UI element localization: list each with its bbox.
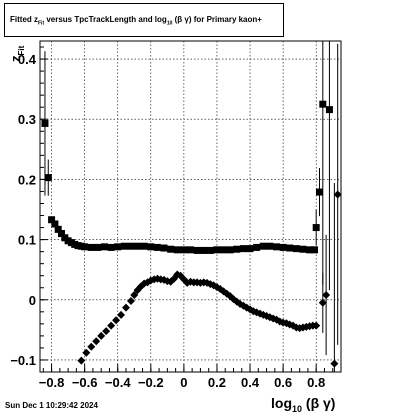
x-axis: −0.8 −0.6 −0.4 −0.2 0 0.2 0.4 0.6 0.8 (39, 364, 342, 390)
data-point (130, 290, 139, 299)
data-point (81, 243, 89, 251)
data-point (127, 242, 135, 250)
y-tick-label: 0.1 (18, 233, 36, 248)
data-point (180, 246, 188, 254)
data-point (286, 244, 294, 252)
data-point (87, 342, 96, 351)
data-point (325, 106, 333, 114)
data-point (92, 337, 101, 346)
data-point (259, 242, 267, 250)
x-tick-label: 0.2 (208, 375, 226, 390)
grid (40, 41, 341, 372)
data-point (187, 246, 194, 254)
data-point (117, 310, 126, 319)
chart-title: Fitted zFit versus TpcTrackLength and lo… (10, 15, 262, 27)
data-point (120, 242, 128, 250)
data-points (41, 100, 342, 368)
y-tick-label: 0.4 (18, 52, 37, 67)
data-point (213, 246, 221, 254)
data-point (41, 119, 49, 127)
data-point (226, 246, 234, 254)
data-point (51, 220, 59, 228)
y-tick-label: 0.2 (18, 172, 36, 187)
data-point (312, 321, 321, 330)
data-point (114, 243, 122, 251)
data-point (48, 216, 56, 224)
data-point (94, 243, 102, 251)
data-point (153, 243, 161, 251)
data-point (239, 245, 247, 253)
data-point (102, 327, 111, 336)
data-point (253, 243, 261, 251)
plot-frame (39, 40, 342, 373)
data-point (220, 246, 228, 254)
data-point (333, 190, 342, 199)
data-point (122, 303, 130, 312)
data-point (312, 224, 320, 232)
error-bars (44, 41, 339, 372)
x-tick-label: 0 (180, 375, 187, 390)
data-point (279, 243, 287, 251)
x-tick-label: −0.2 (138, 375, 164, 390)
y-axis-label: zFit (8, 45, 26, 62)
x-tick-label: 0.4 (241, 375, 260, 390)
data-point (200, 246, 208, 254)
data-point (101, 243, 108, 251)
data-point (167, 245, 175, 253)
data-point (160, 244, 168, 252)
data-point (97, 331, 106, 340)
data-point (134, 242, 142, 250)
y-tick-label: 0 (29, 293, 36, 308)
data-point (107, 321, 116, 330)
data-point (87, 243, 95, 251)
y-tick-label: −0.1 (10, 353, 36, 368)
data-point (319, 100, 327, 108)
data-point (140, 242, 148, 250)
data-point (82, 348, 91, 357)
data-point (330, 359, 339, 368)
data-point (316, 188, 323, 196)
data-point (322, 290, 331, 299)
data-point (246, 245, 254, 253)
data-point (306, 246, 314, 254)
data-point (311, 246, 319, 254)
x-tick-label: −0.8 (39, 375, 65, 390)
x-tick-label: −0.4 (105, 375, 131, 390)
data-point (292, 245, 300, 253)
x-tick-label: −0.6 (72, 375, 98, 390)
data-point (107, 243, 115, 251)
data-point (44, 174, 52, 182)
x-tick-label: 0.8 (307, 375, 325, 390)
x-tick-label: 0.6 (274, 375, 292, 390)
data-point (266, 242, 274, 250)
data-point (126, 296, 135, 305)
data-point (233, 245, 241, 253)
data-point (112, 316, 121, 325)
timestamp: Sun Dec 1 10:29:42 2024 (5, 401, 98, 410)
data-point (193, 246, 201, 254)
x-axis-label: log10 (β γ) (271, 395, 335, 414)
data-point (173, 246, 181, 254)
data-point (318, 298, 327, 307)
data-point (54, 225, 62, 233)
data-point (299, 245, 307, 253)
y-tick-label: 0.3 (18, 112, 36, 127)
data-point (147, 243, 155, 251)
data-point (58, 230, 65, 238)
data-point (77, 356, 86, 365)
data-point (273, 243, 280, 251)
y-axis: −0.1 0 0.1 0.2 0.3 0.4 (10, 46, 48, 373)
data-point (206, 246, 214, 254)
title-box: Fitted zFit versus TpcTrackLength and lo… (4, 3, 284, 37)
